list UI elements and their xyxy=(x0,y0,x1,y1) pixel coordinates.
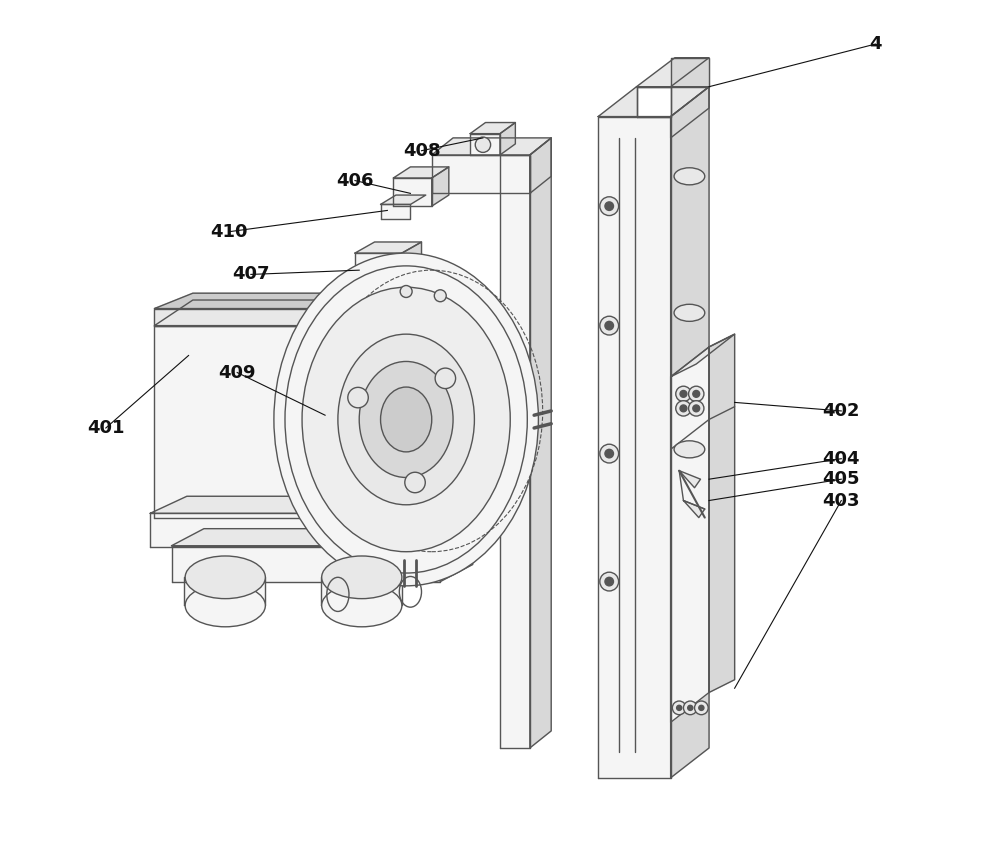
Polygon shape xyxy=(355,253,402,288)
Polygon shape xyxy=(410,285,425,300)
Ellipse shape xyxy=(359,361,453,478)
Polygon shape xyxy=(150,496,422,514)
Ellipse shape xyxy=(338,334,474,505)
Polygon shape xyxy=(671,57,709,86)
Polygon shape xyxy=(381,195,426,205)
Polygon shape xyxy=(598,86,709,116)
Polygon shape xyxy=(368,300,406,368)
Polygon shape xyxy=(470,134,500,155)
Polygon shape xyxy=(154,325,368,518)
Polygon shape xyxy=(453,281,466,304)
Circle shape xyxy=(434,290,446,301)
Polygon shape xyxy=(154,300,406,325)
Polygon shape xyxy=(671,86,709,138)
Ellipse shape xyxy=(274,253,538,586)
Ellipse shape xyxy=(381,387,432,452)
Circle shape xyxy=(693,405,700,412)
Polygon shape xyxy=(530,138,551,748)
Circle shape xyxy=(683,701,697,715)
Circle shape xyxy=(600,444,619,463)
Polygon shape xyxy=(321,577,402,605)
Polygon shape xyxy=(671,347,709,722)
Circle shape xyxy=(600,572,619,591)
Ellipse shape xyxy=(674,304,705,321)
Ellipse shape xyxy=(322,584,402,627)
Circle shape xyxy=(693,390,700,397)
Circle shape xyxy=(605,321,613,330)
Polygon shape xyxy=(385,496,422,548)
Polygon shape xyxy=(172,529,473,546)
Ellipse shape xyxy=(674,168,705,185)
Text: 402: 402 xyxy=(823,402,860,420)
Circle shape xyxy=(677,705,682,710)
Circle shape xyxy=(689,386,704,401)
Polygon shape xyxy=(637,86,671,116)
Polygon shape xyxy=(470,122,515,134)
Circle shape xyxy=(672,701,686,715)
Polygon shape xyxy=(530,138,551,193)
Circle shape xyxy=(600,197,619,216)
Circle shape xyxy=(475,137,491,152)
Circle shape xyxy=(676,386,691,401)
Polygon shape xyxy=(355,242,422,253)
Circle shape xyxy=(600,316,619,335)
Circle shape xyxy=(688,705,693,710)
Polygon shape xyxy=(500,155,530,748)
Polygon shape xyxy=(150,514,385,548)
Polygon shape xyxy=(427,288,453,304)
Circle shape xyxy=(699,705,704,710)
Text: 4: 4 xyxy=(869,35,882,53)
Circle shape xyxy=(689,401,704,416)
Polygon shape xyxy=(432,167,449,206)
Circle shape xyxy=(676,401,691,416)
Circle shape xyxy=(680,405,687,412)
Polygon shape xyxy=(440,529,473,581)
Polygon shape xyxy=(683,501,705,518)
Text: 404: 404 xyxy=(823,449,860,467)
Polygon shape xyxy=(637,57,709,86)
Polygon shape xyxy=(671,334,735,377)
Polygon shape xyxy=(381,205,410,219)
Ellipse shape xyxy=(302,288,510,552)
Ellipse shape xyxy=(674,441,705,458)
Ellipse shape xyxy=(185,584,265,627)
Polygon shape xyxy=(154,294,406,308)
Polygon shape xyxy=(598,116,671,778)
Text: 406: 406 xyxy=(336,171,374,189)
Text: 410: 410 xyxy=(210,223,247,241)
Polygon shape xyxy=(398,285,415,300)
Polygon shape xyxy=(368,300,406,518)
Circle shape xyxy=(695,701,708,715)
Circle shape xyxy=(435,368,456,389)
Text: 401: 401 xyxy=(87,419,125,437)
Text: 409: 409 xyxy=(218,364,256,382)
Circle shape xyxy=(405,473,425,493)
Circle shape xyxy=(605,202,613,211)
Polygon shape xyxy=(432,138,551,155)
Ellipse shape xyxy=(185,556,265,598)
Text: 405: 405 xyxy=(823,470,860,488)
Polygon shape xyxy=(679,471,701,488)
Polygon shape xyxy=(184,577,265,605)
Circle shape xyxy=(400,286,412,297)
Polygon shape xyxy=(500,122,515,155)
Text: 408: 408 xyxy=(403,142,440,160)
Polygon shape xyxy=(172,546,440,581)
Polygon shape xyxy=(393,167,449,178)
Ellipse shape xyxy=(322,556,402,598)
Text: 403: 403 xyxy=(823,491,860,509)
Polygon shape xyxy=(432,155,530,193)
Circle shape xyxy=(348,388,368,407)
Polygon shape xyxy=(393,178,432,206)
Polygon shape xyxy=(154,308,368,325)
Circle shape xyxy=(605,577,613,586)
Circle shape xyxy=(605,449,613,458)
Polygon shape xyxy=(402,242,422,288)
Polygon shape xyxy=(671,86,709,778)
Polygon shape xyxy=(709,334,735,693)
Text: 407: 407 xyxy=(232,265,270,283)
Polygon shape xyxy=(427,281,466,288)
Circle shape xyxy=(680,390,687,397)
